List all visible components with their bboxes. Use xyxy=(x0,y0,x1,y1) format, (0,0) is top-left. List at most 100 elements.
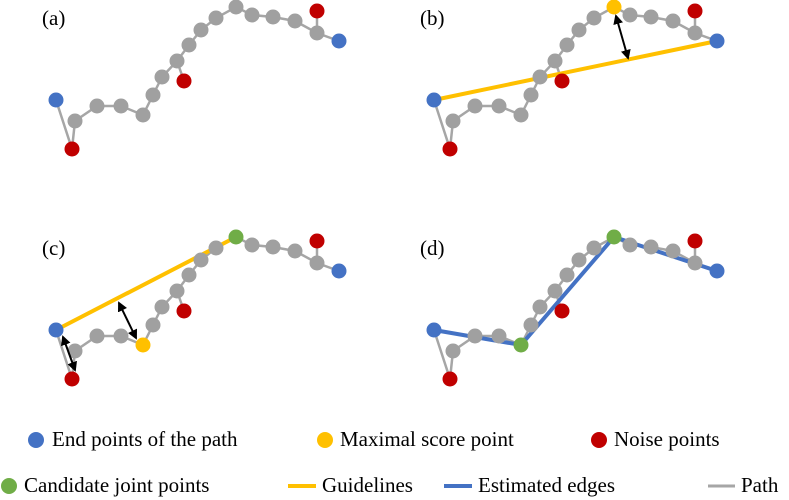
path-point xyxy=(154,69,170,85)
path-point xyxy=(547,53,563,69)
path-point xyxy=(113,328,129,344)
path-point xyxy=(622,237,638,253)
path-point xyxy=(228,0,244,15)
legend: End points of the path Maximal score poi… xyxy=(1,427,779,497)
path-point xyxy=(208,10,224,26)
path-point xyxy=(571,252,587,268)
noise-point xyxy=(176,303,192,319)
noise-point xyxy=(687,233,703,249)
path-point xyxy=(643,9,659,25)
path-point xyxy=(208,240,224,256)
noise-point xyxy=(176,73,192,89)
noise-point xyxy=(554,303,570,319)
legend-label: Maximal score point xyxy=(340,427,514,451)
legend-swatch xyxy=(591,432,607,448)
panel-label: (c) xyxy=(42,236,65,260)
path-point xyxy=(665,243,681,259)
path-point xyxy=(244,7,260,23)
noise-point xyxy=(64,371,80,387)
panel-label: (b) xyxy=(420,6,445,30)
path-point xyxy=(687,255,703,271)
path-point xyxy=(193,22,209,38)
guideline xyxy=(55,235,237,332)
joint-point xyxy=(228,229,244,245)
path-point xyxy=(559,37,575,53)
distance-arrow xyxy=(613,14,631,60)
path-point xyxy=(532,299,548,315)
noise-point xyxy=(554,73,570,89)
path-point xyxy=(586,240,602,256)
path-point xyxy=(467,98,483,114)
path-point xyxy=(445,113,461,129)
path-point xyxy=(309,25,325,41)
path-point xyxy=(547,283,563,299)
path-point xyxy=(586,10,602,26)
guideline xyxy=(433,39,718,102)
path-point xyxy=(491,98,507,114)
path-point xyxy=(265,239,281,255)
path-point xyxy=(181,267,197,283)
distance-arrow xyxy=(117,301,138,340)
path-point xyxy=(513,107,529,123)
path-point xyxy=(145,87,161,103)
path-point xyxy=(523,317,539,333)
path-point xyxy=(154,299,170,315)
path-point xyxy=(169,53,185,69)
path-point xyxy=(89,328,105,344)
panel-label: (a) xyxy=(42,6,65,30)
joint-point xyxy=(513,337,529,353)
noise-point xyxy=(442,141,458,157)
path-point xyxy=(665,13,681,29)
legend-label: Candidate joint points xyxy=(24,473,209,497)
legend-label: End points of the path xyxy=(52,427,238,451)
path-point xyxy=(491,328,507,344)
path-point xyxy=(287,13,303,29)
legend-label: Guidelines xyxy=(322,473,413,497)
end-point xyxy=(48,322,64,338)
path-point xyxy=(532,69,548,85)
path-point xyxy=(622,7,638,23)
path-point xyxy=(287,243,303,259)
end-point xyxy=(426,322,442,338)
panel-label: (d) xyxy=(420,236,445,260)
max-score-point xyxy=(606,0,622,15)
path-point xyxy=(145,317,161,333)
max-score-point xyxy=(135,337,151,353)
path-point xyxy=(135,107,151,123)
path-point xyxy=(265,9,281,25)
legend-swatch xyxy=(1,478,17,494)
legend-swatch xyxy=(28,432,44,448)
legend-label: Estimated edges xyxy=(478,473,615,497)
noise-point xyxy=(309,3,325,19)
path-point xyxy=(643,239,659,255)
distance-arrow xyxy=(61,335,77,372)
path-point xyxy=(687,25,703,41)
end-point xyxy=(48,92,64,108)
end-point xyxy=(331,263,347,279)
panels xyxy=(48,0,725,387)
end-point xyxy=(331,33,347,49)
noise-point xyxy=(442,371,458,387)
legend-label: Noise points xyxy=(614,427,720,451)
path-point xyxy=(571,22,587,38)
path-point xyxy=(244,237,260,253)
path-point xyxy=(445,343,461,359)
noise-point xyxy=(687,3,703,19)
noise-point xyxy=(309,233,325,249)
legend-swatch xyxy=(317,432,333,448)
end-point xyxy=(709,33,725,49)
path-point xyxy=(559,267,575,283)
path-point xyxy=(467,328,483,344)
path-point xyxy=(113,98,129,114)
end-point xyxy=(426,92,442,108)
end-point xyxy=(709,263,725,279)
path-point xyxy=(89,98,105,114)
path-point xyxy=(193,252,209,268)
path-point xyxy=(169,283,185,299)
path-point xyxy=(309,255,325,271)
path-point xyxy=(67,113,83,129)
path-point xyxy=(181,37,197,53)
noise-point xyxy=(64,141,80,157)
path-point xyxy=(523,87,539,103)
